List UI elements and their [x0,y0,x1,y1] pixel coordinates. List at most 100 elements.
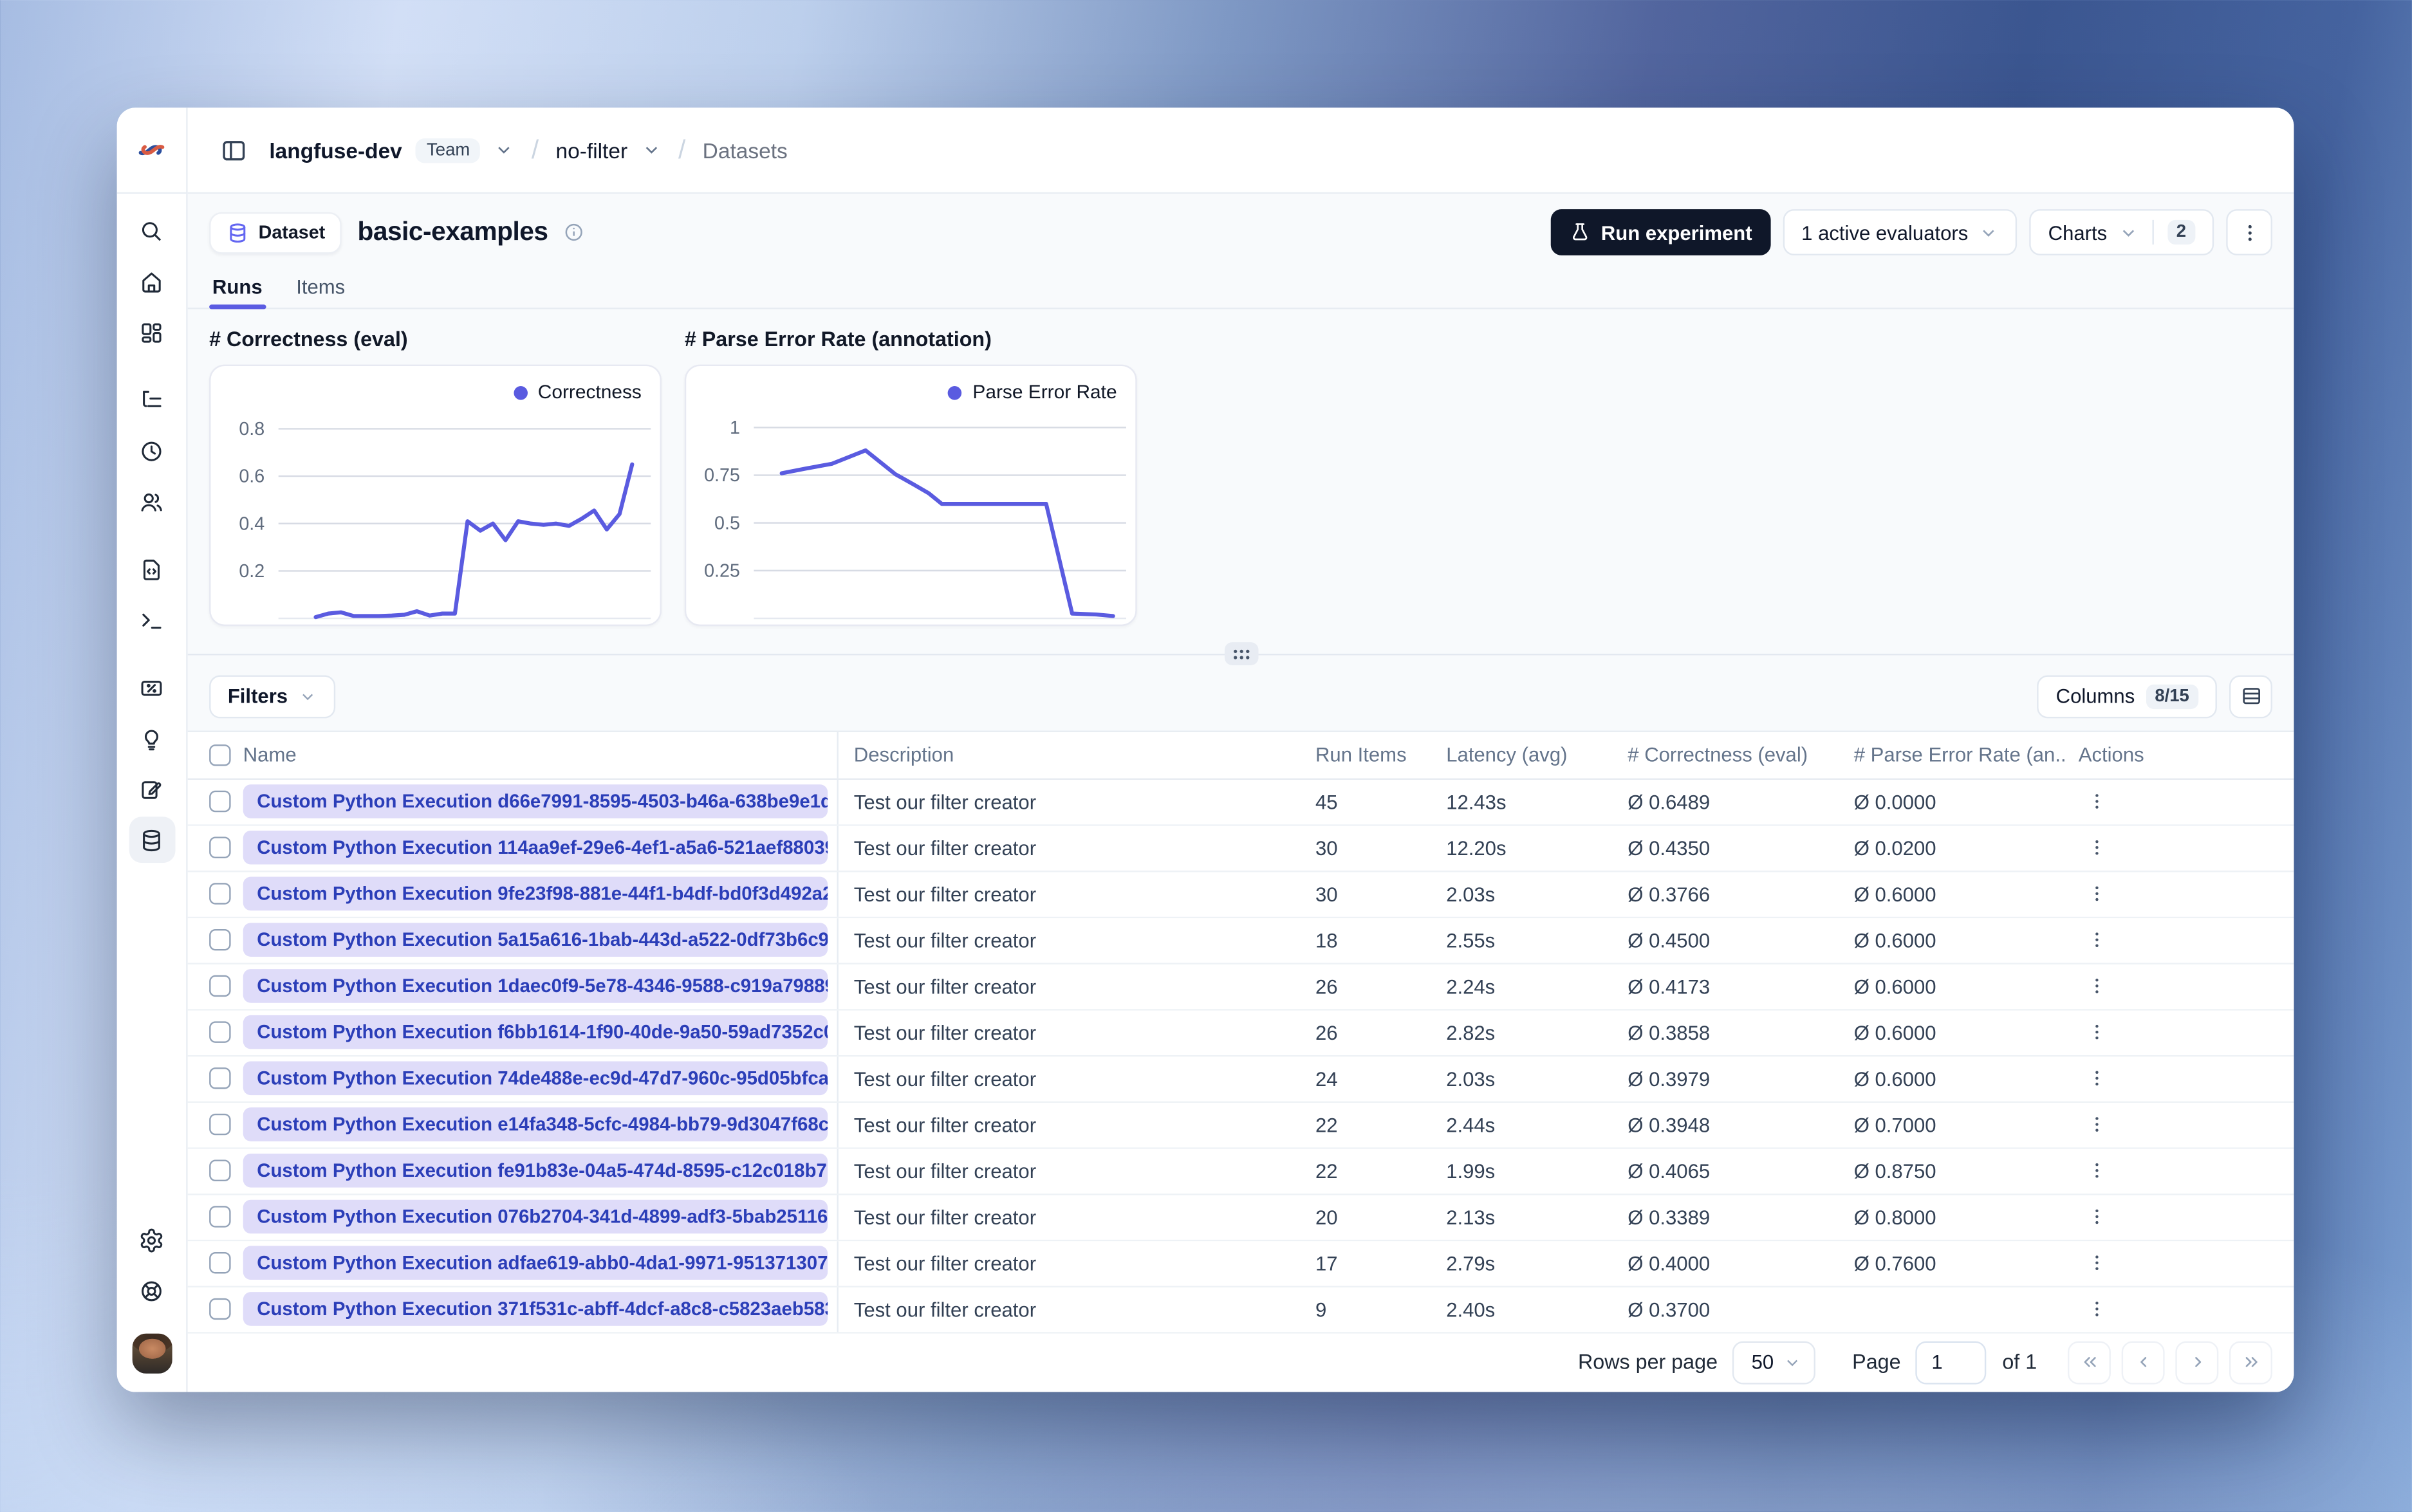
row-actions-kebab-icon[interactable] [2079,876,2115,912]
evaluators-dropdown[interactable]: 1 active evaluators [1783,209,2018,255]
run-name-link[interactable]: Custom Python Execution f6bb1614-1f90-40… [243,1015,828,1049]
run-name-link[interactable]: Custom Python Execution fe91b83e-04a5-47… [243,1154,828,1188]
tab-bar: Runs Items [187,264,2294,309]
filters-button[interactable]: Filters [209,674,336,718]
run-name-link[interactable]: Custom Python Execution 1daec0f9-5e78-43… [243,969,828,1004]
run-name-link[interactable]: Custom Python Execution 74de488e-ec9d-47… [243,1062,828,1096]
row-checkbox[interactable] [209,1067,231,1090]
select-all-checkbox[interactable] [209,744,231,766]
prompts-file-icon[interactable] [129,546,175,593]
run-experiment-label: Run experiment [1600,221,1752,244]
run-latency: 1.99s [1446,1159,1496,1183]
run-name-link[interactable]: Custom Python Execution e14fa348-5cfc-49… [243,1107,828,1142]
svg-text:0.4: 0.4 [239,513,264,534]
tab-items[interactable]: Items [296,275,346,299]
row-actions-kebab-icon[interactable] [2079,1245,2115,1282]
breadcrumb-section[interactable]: Datasets [702,137,788,163]
annotation-icon[interactable] [129,766,175,813]
tab-runs[interactable]: Runs [209,264,265,309]
row-actions-kebab-icon[interactable] [2079,922,2115,959]
column-header-parse-error-rate[interactable]: # Parse Error Rate (an... [1853,743,2066,767]
run-description: Test our filter creator [853,1020,1037,1044]
resize-drag-handle-icon[interactable] [1223,642,1258,666]
run-description: Test our filter creator [853,882,1037,906]
row-actions-kebab-icon[interactable] [2079,1060,2115,1097]
home-icon[interactable] [129,259,175,305]
last-page-icon[interactable] [2229,1341,2272,1385]
insights-lightbulb-icon[interactable] [129,715,175,762]
run-name-link[interactable]: Custom Python Execution 9fe23f98-881e-44… [243,877,828,911]
page-label: Page [1852,1351,1901,1374]
next-page-icon[interactable] [2175,1341,2219,1385]
row-checkbox[interactable] [209,1252,231,1274]
row-checkbox[interactable] [209,837,231,859]
run-name-link[interactable]: Custom Python Execution adfae619-abb0-4d… [243,1246,828,1280]
row-checkbox[interactable] [209,883,231,905]
row-actions-kebab-icon[interactable] [2079,968,2115,1004]
columns-button[interactable]: Columns 8/15 [2037,674,2217,718]
legend-dot [948,385,962,400]
tracing-icon[interactable] [129,377,175,423]
settings-gear-icon[interactable] [129,1217,175,1263]
rows-per-page-select[interactable]: 50 [1732,1341,1815,1385]
row-height-icon[interactable] [2229,674,2272,718]
support-lifebuoy-icon[interactable] [129,1268,175,1314]
run-experiment-button[interactable]: Run experiment [1550,209,1771,255]
row-actions-kebab-icon[interactable] [2079,1199,2115,1235]
scores-icon[interactable] [129,665,175,711]
row-actions-kebab-icon[interactable] [2079,1014,2115,1051]
sidebar-toggle-icon[interactable] [212,129,255,172]
run-correctness-avg: Ø 0.4350 [1628,836,1711,860]
user-avatar[interactable] [131,1333,172,1374]
previous-page-icon[interactable] [2121,1341,2165,1385]
row-actions-kebab-icon[interactable] [2079,1291,2115,1327]
column-header-run-items[interactable]: Run Items [1315,743,1407,767]
sessions-clock-icon[interactable] [129,428,175,474]
search-icon[interactable] [129,208,175,254]
columns-count-badge: 8/15 [2145,684,2199,709]
row-actions-kebab-icon[interactable] [2079,829,2115,866]
row-actions-kebab-icon[interactable] [2079,1152,2115,1189]
run-name-link[interactable]: Custom Python Execution d66e7991-8595-45… [243,784,828,819]
datasets-database-icon[interactable] [128,816,175,863]
runs-table: Name Description Run Items Latency (avg)… [187,730,2294,1333]
run-name-link[interactable]: Custom Python Execution 076b2704-341d-48… [243,1200,828,1234]
parse-error-rate-chart-card: 0.25 0.5 0.75 1 Parse Error Rate [684,364,1137,626]
column-header-correctness[interactable]: # Correctness (eval) [1628,743,1808,767]
column-header-description[interactable]: Description [853,743,954,767]
row-checkbox[interactable] [209,1114,231,1136]
table-row: Custom Python Execution 114aa9ef-29e6-4e… [187,825,2294,872]
users-icon[interactable] [129,478,175,524]
playground-terminal-icon[interactable] [129,597,175,643]
row-actions-kebab-icon[interactable] [2079,1106,2115,1143]
run-items-count: 26 [1315,974,1338,998]
row-actions-kebab-icon[interactable] [2079,783,2115,820]
column-header-name[interactable]: Name [231,732,839,778]
svg-text:0.75: 0.75 [704,465,740,486]
row-checkbox[interactable] [209,1298,231,1320]
row-checkbox[interactable] [209,975,231,997]
run-name-link[interactable]: Custom Python Execution 371f531c-abff-4d… [243,1292,828,1327]
charts-dropdown[interactable]: Charts 2 [2029,209,2214,255]
charts-label: Charts [2048,221,2108,244]
project-chevron-down-icon[interactable] [642,140,662,160]
row-checkbox[interactable] [209,1160,231,1182]
run-items-count: 24 [1315,1067,1338,1091]
run-items-count: 18 [1315,928,1338,952]
row-checkbox[interactable] [209,929,231,951]
first-page-icon[interactable] [2068,1341,2111,1385]
row-checkbox[interactable] [209,791,231,813]
org-chevron-down-icon[interactable] [495,140,515,160]
row-checkbox[interactable] [209,1206,231,1228]
breadcrumb-org[interactable]: langfuse-dev [269,137,402,163]
page-menu-kebab-icon[interactable] [2226,209,2272,255]
info-icon[interactable] [563,221,584,243]
page-number-input[interactable] [1916,1341,1987,1385]
run-name-link[interactable]: Custom Python Execution 5a15a616-1bab-44… [243,923,828,957]
column-header-latency[interactable]: Latency (avg) [1446,743,1568,767]
breadcrumb-project[interactable]: no-filter [555,137,628,163]
run-latency: 2.79s [1446,1251,1496,1275]
row-checkbox[interactable] [209,1021,231,1044]
run-name-link[interactable]: Custom Python Execution 114aa9ef-29e6-4e… [243,831,828,865]
dashboard-icon[interactable] [129,309,175,356]
